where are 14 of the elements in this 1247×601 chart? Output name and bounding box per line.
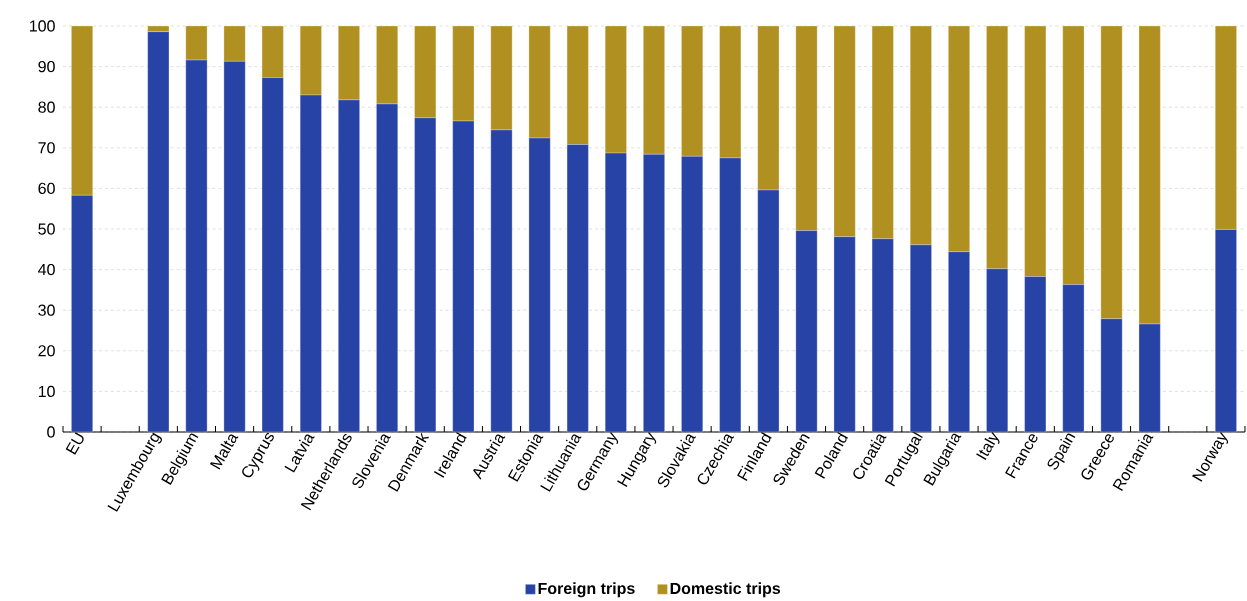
y-tick-label: 60 <box>38 182 55 195</box>
y-tick-label: 70 <box>38 142 55 154</box>
y-tick-label: 20 <box>38 345 55 357</box>
y-tick-label: 100 <box>29 20 55 32</box>
y-tick-label: 80 <box>38 101 55 113</box>
x-tick-label: EU <box>65 432 84 455</box>
legend-label: Domestic trips <box>670 582 781 598</box>
legend-label: Foreign trips <box>538 582 635 598</box>
y-tick-label: 50 <box>38 223 55 235</box>
y-tick-label: 40 <box>38 263 55 276</box>
y-tick-label: 0 <box>47 426 55 438</box>
y-tick-label: 30 <box>38 304 55 316</box>
y-tick-label: 90 <box>38 60 55 73</box>
y-tick-label: 10 <box>38 385 55 398</box>
